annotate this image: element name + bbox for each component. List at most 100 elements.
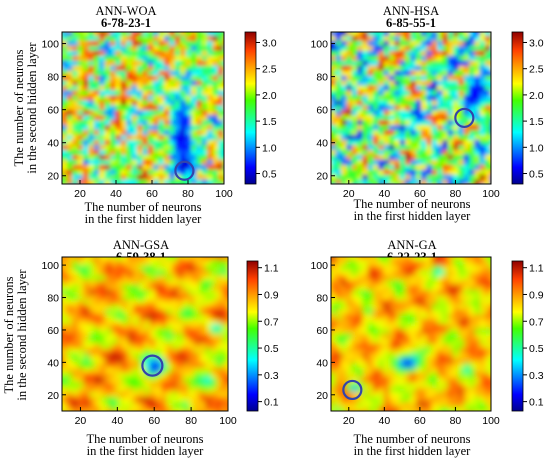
heatmap-cell bbox=[221, 298, 228, 305]
heatmap-cell bbox=[126, 109, 133, 116]
heatmap-cell bbox=[205, 352, 212, 359]
heatmap-cell bbox=[474, 366, 481, 373]
heatmap-cell bbox=[201, 158, 209, 165]
heatmap-cell bbox=[458, 118, 465, 126]
heatmap-cell bbox=[185, 128, 193, 136]
heatmap-cell bbox=[458, 366, 465, 373]
x-tick-label: 20 bbox=[343, 188, 355, 200]
heatmap-cell bbox=[142, 143, 149, 150]
heatmap-cell bbox=[216, 298, 224, 305]
heatmap-cell bbox=[126, 163, 133, 170]
heatmap-cell bbox=[185, 118, 193, 126]
heatmap-cell bbox=[346, 34, 353, 41]
heatmap-cell bbox=[410, 318, 417, 325]
heatmap-cell bbox=[100, 327, 107, 334]
heatmap-cell bbox=[399, 327, 407, 334]
heatmap-cell bbox=[367, 178, 375, 184]
heatmap-cell bbox=[415, 32, 423, 36]
heatmap-cell bbox=[410, 395, 417, 402]
heatmap-cell bbox=[229, 64, 236, 70]
heatmap-cell bbox=[120, 94, 128, 101]
heatmap-cell bbox=[142, 34, 149, 41]
heatmap-cell bbox=[437, 69, 444, 76]
heatmap-cell bbox=[474, 49, 481, 56]
heatmap-cell bbox=[66, 356, 74, 363]
heatmap-cell bbox=[410, 259, 417, 266]
heatmap-cell bbox=[161, 366, 168, 373]
heatmap-cell bbox=[144, 390, 152, 398]
heatmap-cell bbox=[453, 257, 460, 261]
heatmap-cell bbox=[172, 257, 179, 261]
heatmap-cell bbox=[188, 293, 196, 300]
heatmap-cell bbox=[453, 400, 460, 407]
heatmap-cell bbox=[399, 69, 407, 76]
heatmap-cell bbox=[88, 39, 95, 46]
heatmap-cell bbox=[463, 293, 471, 300]
heatmap-cell bbox=[196, 109, 203, 116]
heatmap-cell bbox=[78, 298, 85, 305]
heatmap-cell bbox=[421, 104, 428, 111]
heatmap-cell bbox=[367, 298, 375, 305]
heatmap-cell bbox=[415, 381, 423, 388]
heatmap-cell bbox=[496, 352, 503, 358]
heatmap-cell bbox=[158, 109, 166, 116]
heatmap-cell bbox=[389, 259, 396, 266]
heatmap-cell bbox=[474, 44, 481, 51]
heatmap-cell bbox=[66, 158, 74, 165]
heatmap-cell bbox=[62, 371, 69, 378]
heatmap-cell bbox=[485, 250, 492, 256]
heatmap-cell bbox=[341, 44, 348, 51]
heatmap-cell bbox=[410, 99, 417, 106]
heatmap-cell bbox=[389, 114, 396, 121]
heatmap-cell bbox=[133, 381, 141, 388]
heatmap-cell bbox=[99, 39, 106, 46]
heatmap-cell bbox=[137, 138, 144, 145]
heatmap-cell bbox=[72, 158, 79, 165]
y-tick-label: 40 bbox=[316, 357, 328, 369]
heatmap-cell bbox=[389, 264, 396, 271]
heatmap-cell bbox=[138, 376, 146, 383]
heatmap-cell bbox=[199, 283, 207, 291]
heatmap-cell bbox=[94, 257, 102, 261]
heatmap-cell bbox=[437, 264, 444, 271]
heatmap-cell bbox=[185, 114, 193, 121]
heatmap-cell bbox=[155, 298, 163, 305]
heatmap-cell bbox=[126, 128, 133, 136]
heatmap-cell bbox=[474, 163, 481, 170]
heatmap-cell bbox=[405, 178, 412, 184]
heatmap-cell bbox=[405, 128, 412, 136]
heatmap-cell bbox=[77, 109, 85, 116]
heatmap-cell bbox=[431, 318, 439, 325]
heatmap-cell bbox=[137, 44, 144, 51]
heatmap-cell bbox=[426, 376, 433, 383]
heatmap-cell bbox=[88, 118, 95, 126]
heatmap-cell bbox=[199, 381, 207, 388]
heatmap-cell bbox=[410, 143, 417, 150]
heatmap-cell bbox=[453, 158, 460, 165]
heatmap-cell bbox=[88, 25, 95, 31]
heatmap-cell bbox=[415, 158, 423, 165]
heatmap-cell bbox=[330, 250, 337, 256]
heatmap-cell bbox=[426, 298, 433, 305]
heatmap-cell bbox=[212, 138, 220, 145]
heatmap-cell bbox=[351, 168, 359, 175]
heatmap-cell bbox=[72, 400, 80, 407]
heatmap-cell bbox=[72, 347, 80, 354]
heatmap-cell bbox=[88, 123, 95, 131]
heatmap-cell bbox=[105, 327, 113, 334]
heatmap-cell bbox=[399, 32, 407, 36]
heatmap-cell bbox=[474, 279, 481, 286]
heatmap-cell bbox=[447, 327, 455, 334]
heatmap-cell bbox=[437, 39, 444, 46]
heatmap-cell bbox=[389, 288, 396, 295]
heatmap-cell bbox=[188, 386, 196, 393]
plot-frame bbox=[330, 31, 492, 185]
heatmap-cell bbox=[100, 293, 107, 300]
heatmap-cell bbox=[437, 250, 444, 256]
heatmap-cell bbox=[183, 381, 190, 388]
heatmap-cell bbox=[199, 347, 207, 354]
heatmap-cell bbox=[169, 148, 176, 155]
heatmap-cell bbox=[373, 178, 380, 184]
heatmap-cell bbox=[78, 337, 85, 344]
heatmap-cell bbox=[463, 133, 471, 140]
